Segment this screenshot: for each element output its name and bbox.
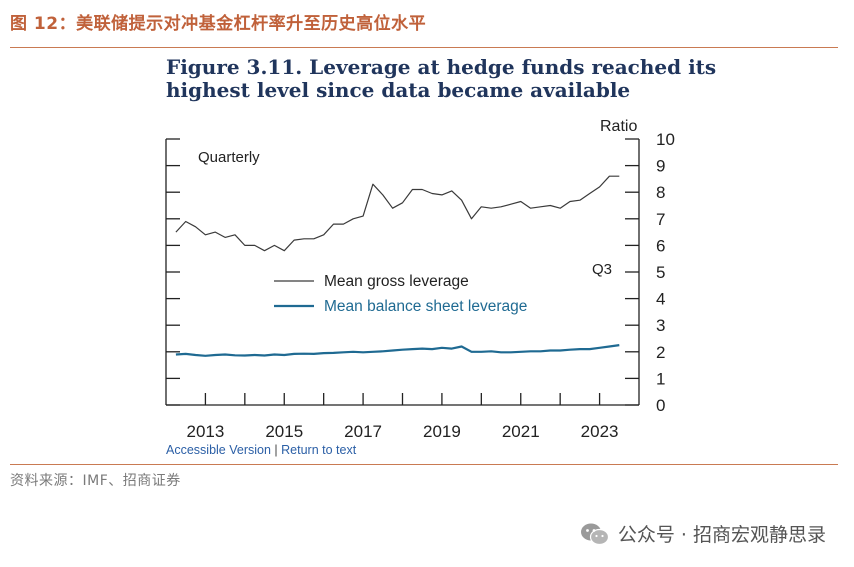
- wechat-icon: [580, 523, 609, 545]
- y-tick-label: 3: [656, 316, 665, 335]
- chart-legend: Mean gross leverage Mean balance sheet le…: [274, 273, 527, 315]
- frequency-label: Quarterly: [198, 149, 260, 166]
- y-tick-label: 5: [656, 263, 665, 282]
- x-tick-label: 2019: [423, 422, 461, 441]
- balance-sheet-leverage-line: [175, 344, 620, 357]
- y-tick-label: 7: [656, 210, 665, 229]
- source-note: 资料来源：IMF、招商证券: [10, 473, 181, 489]
- watermark: 公众号 · 招商宏观静思录: [580, 520, 826, 547]
- x-tick-label: 2015: [265, 422, 303, 441]
- return-to-text-link[interactable]: Return to text: [281, 443, 357, 457]
- accessible-version-link[interactable]: Accessible Version: [166, 443, 271, 457]
- y-tick-label: 10: [656, 130, 675, 149]
- y-tick-label: 9: [656, 157, 665, 176]
- links-separator: |: [274, 443, 278, 457]
- latest-quarter-annotation: Q3: [592, 261, 612, 278]
- footer-divider: [10, 464, 838, 465]
- legend-label-balance: Mean balance sheet leverage: [324, 298, 527, 315]
- figure-links: Accessible Version | Return to text: [166, 443, 356, 457]
- watermark-text: 公众号 · 招商宏观静思录: [617, 524, 826, 546]
- chart-series: [175, 175, 620, 357]
- y-tick-label: 1: [656, 369, 665, 388]
- y-tick-label: 6: [656, 236, 665, 255]
- x-tick-label: 2013: [187, 422, 225, 441]
- y-tick-label: 4: [656, 290, 665, 309]
- x-tick-label: 2023: [581, 422, 619, 441]
- figure-title: Figure 3.11. Leverage at hedge funds rea…: [166, 56, 726, 102]
- y-tick-label: 8: [656, 183, 665, 202]
- x-tick-label: 2021: [502, 422, 540, 441]
- header-divider: [10, 47, 838, 48]
- chart-axes: 0 1 2 3 4 5 6 7 8 9 10 2013 2015 2017 2019 2021 2023: [165, 130, 675, 441]
- y-tick-label: 2: [656, 343, 665, 362]
- header-title: 图 12：美联储提示对冲基金杠杆率升至历史高位水平: [10, 14, 427, 34]
- x-tick-label: 2017: [344, 422, 382, 441]
- figure-title-line-2: highest level since data became availabl…: [166, 78, 631, 102]
- legend-label-gross: Mean gross leverage: [324, 273, 469, 290]
- y-axis-label: Ratio: [600, 118, 637, 135]
- y-tick-label: 0: [656, 396, 665, 415]
- gross-leverage-line: [175, 175, 620, 252]
- figure-title-line-1: Figure 3.11. Leverage at hedge funds rea…: [166, 55, 717, 79]
